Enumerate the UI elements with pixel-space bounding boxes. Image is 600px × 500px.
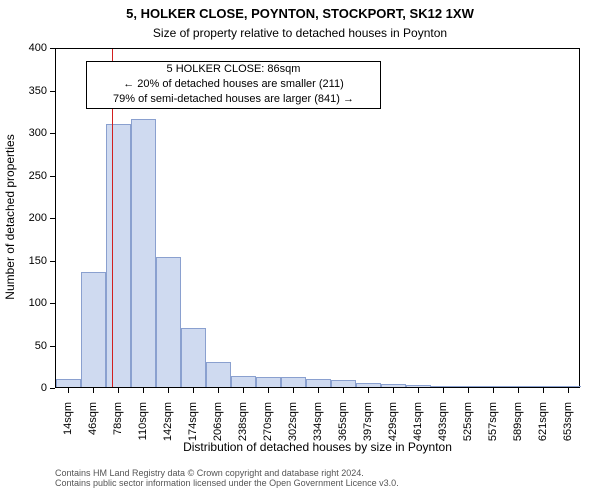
attribution-line: Contains HM Land Registry data © Crown c…: [55, 468, 399, 478]
x-tick-label: 397sqm: [362, 402, 374, 452]
y-tick-label: 50: [15, 340, 47, 352]
x-tick-mark: [293, 388, 294, 393]
x-tick-label: 429sqm: [387, 402, 399, 452]
y-tick-mark: [50, 48, 55, 49]
histogram-bar: [256, 377, 281, 387]
x-tick-label: 493sqm: [437, 402, 449, 452]
x-tick-label: 461sqm: [412, 402, 424, 452]
x-tick-mark: [268, 388, 269, 393]
y-tick-mark: [50, 388, 55, 389]
annotation-line: ← 20% of detached houses are smaller (21…: [87, 77, 380, 92]
x-tick-mark: [418, 388, 419, 393]
chart-container: 5, HOLKER CLOSE, POYNTON, STOCKPORT, SK1…: [0, 0, 600, 500]
x-tick-mark: [93, 388, 94, 393]
histogram-bar: [281, 377, 306, 387]
x-tick-label: 46sqm: [87, 402, 99, 452]
x-tick-mark: [68, 388, 69, 393]
x-tick-label: 334sqm: [312, 402, 324, 452]
x-tick-label: 110sqm: [137, 402, 149, 452]
x-tick-mark: [543, 388, 544, 393]
x-tick-mark: [393, 388, 394, 393]
x-tick-label: 206sqm: [212, 402, 224, 452]
x-tick-mark: [343, 388, 344, 393]
histogram-bar: [506, 386, 531, 387]
x-tick-label: 302sqm: [287, 402, 299, 452]
x-tick-mark: [493, 388, 494, 393]
x-tick-label: 142sqm: [162, 402, 174, 452]
chart-title: 5, HOLKER CLOSE, POYNTON, STOCKPORT, SK1…: [0, 6, 600, 21]
x-tick-label: 589sqm: [512, 402, 524, 452]
histogram-bar: [531, 386, 556, 387]
y-tick-mark: [50, 133, 55, 134]
histogram-bar: [456, 386, 481, 387]
plot-area: 5 HOLKER CLOSE: 86sqm← 20% of detached h…: [55, 48, 580, 388]
y-tick-mark: [50, 91, 55, 92]
x-tick-mark: [568, 388, 569, 393]
x-tick-mark: [368, 388, 369, 393]
histogram-bar: [156, 257, 181, 387]
histogram-bar: [231, 376, 256, 387]
histogram-bar: [56, 379, 81, 388]
histogram-bar: [381, 384, 406, 387]
y-tick-label: 250: [15, 170, 47, 182]
x-tick-mark: [518, 388, 519, 393]
y-tick-mark: [50, 346, 55, 347]
x-tick-label: 525sqm: [462, 402, 474, 452]
y-tick-label: 300: [15, 127, 47, 139]
x-tick-mark: [168, 388, 169, 393]
histogram-bar: [356, 383, 381, 387]
annotation-line: 79% of semi-detached houses are larger (…: [87, 92, 380, 107]
x-tick-label: 238sqm: [237, 402, 249, 452]
x-tick-label: 270sqm: [262, 402, 274, 452]
histogram-bar: [306, 379, 331, 388]
x-tick-label: 78sqm: [112, 402, 124, 452]
x-tick-label: 14sqm: [62, 402, 74, 452]
x-tick-mark: [193, 388, 194, 393]
histogram-bar: [331, 380, 356, 387]
x-tick-label: 557sqm: [487, 402, 499, 452]
histogram-bar: [131, 119, 156, 387]
x-tick-label: 621sqm: [537, 402, 549, 452]
chart-subtitle: Size of property relative to detached ho…: [0, 26, 600, 40]
histogram-bar: [206, 362, 231, 388]
y-tick-mark: [50, 303, 55, 304]
x-tick-mark: [218, 388, 219, 393]
x-tick-mark: [143, 388, 144, 393]
x-tick-label: 653sqm: [562, 402, 574, 452]
histogram-bar: [431, 386, 456, 387]
y-tick-label: 100: [15, 297, 47, 309]
y-tick-label: 350: [15, 85, 47, 97]
x-tick-label: 365sqm: [337, 402, 349, 452]
histogram-bar: [106, 124, 131, 388]
histogram-bar: [481, 386, 506, 387]
annotation-box: 5 HOLKER CLOSE: 86sqm← 20% of detached h…: [86, 61, 381, 109]
y-tick-label: 400: [15, 42, 47, 54]
histogram-bar: [81, 272, 106, 387]
histogram-bar: [406, 385, 431, 387]
y-tick-label: 150: [15, 255, 47, 267]
x-tick-mark: [118, 388, 119, 393]
x-tick-mark: [243, 388, 244, 393]
annotation-line: 5 HOLKER CLOSE: 86sqm: [87, 62, 380, 77]
histogram-bar: [181, 328, 206, 388]
x-tick-mark: [318, 388, 319, 393]
x-tick-mark: [443, 388, 444, 393]
y-tick-mark: [50, 176, 55, 177]
histogram-bar: [556, 386, 581, 387]
y-tick-mark: [50, 261, 55, 262]
attribution-line: Contains public sector information licen…: [55, 478, 399, 488]
x-tick-mark: [468, 388, 469, 393]
y-tick-label: 0: [15, 382, 47, 394]
attribution-text: Contains HM Land Registry data © Crown c…: [55, 468, 399, 488]
x-tick-label: 174sqm: [187, 402, 199, 452]
y-tick-label: 200: [15, 212, 47, 224]
y-tick-mark: [50, 218, 55, 219]
